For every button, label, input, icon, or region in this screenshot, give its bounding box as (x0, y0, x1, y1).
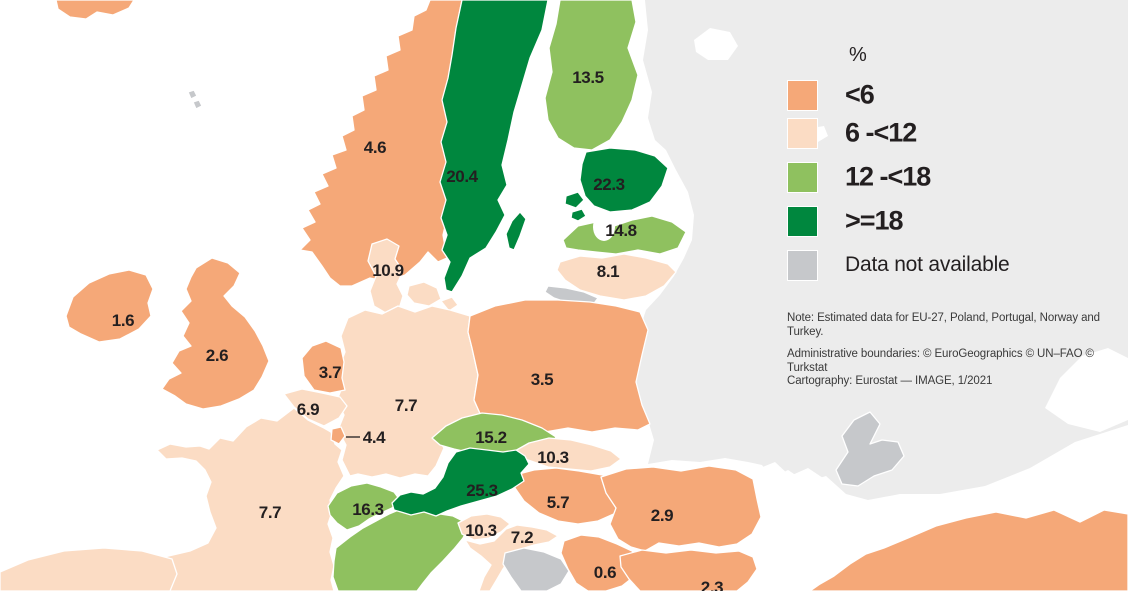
note-line-estimated: Note: Estimated data for EU-27, Poland, … (787, 312, 1100, 338)
value-label-bulgaria: 2.3 (701, 578, 723, 591)
value-label-austria: 25.3 (466, 481, 498, 500)
value-label-netherlands: 3.7 (319, 363, 341, 382)
value-label-latvia: 14.8 (605, 221, 637, 240)
danish-islands (440, 296, 459, 312)
value-label-switzerland: 16.3 (352, 500, 384, 519)
legend-swatch-12to18 (787, 162, 818, 193)
country-netherlands (301, 340, 346, 394)
value-label-slovakia: 10.3 (537, 448, 569, 467)
map-notes: Note: Estimated data for EU-27, Poland, … (787, 312, 1128, 389)
non-eu-landmass (634, 0, 1128, 500)
country-norway (299, 0, 463, 287)
region-crimea (835, 411, 905, 487)
azov-water (1045, 348, 1128, 432)
value-label-croatia: 7.2 (511, 528, 533, 547)
country-luxembourg (330, 426, 346, 445)
country-poland (467, 299, 651, 433)
map-legend: % <6 6 -<12 12 -<18 >=18 Data not availa… (787, 0, 1127, 300)
country-serbia (560, 534, 644, 591)
gulf-of-riga (593, 213, 615, 241)
value-label-norway: 4.6 (364, 138, 386, 157)
country-united-kingdom (161, 257, 270, 410)
value-label-czechia: 15.2 (475, 428, 507, 447)
value-label-romania: 2.9 (651, 506, 673, 525)
country-turkey (809, 509, 1128, 591)
island-saaremaa (564, 191, 585, 209)
island-gotland (505, 211, 527, 251)
value-label-germany: 7.7 (395, 396, 417, 415)
country-finland (544, 0, 639, 151)
country-ireland (65, 269, 154, 343)
legend-label-12to18: 12 -<18 (845, 160, 931, 191)
legend-swatch-6to12 (787, 118, 818, 149)
legend-swatch-gte18 (787, 206, 818, 237)
danish-islands (406, 281, 442, 307)
value-label-sweden: 20.4 (446, 167, 478, 186)
faroe-islands (187, 89, 198, 100)
value-label-slovenia: 10.3 (465, 521, 497, 540)
country-spain (0, 547, 178, 591)
country-denmark (367, 238, 404, 314)
value-label-hungary: 5.7 (547, 493, 569, 512)
country-belgium (283, 388, 348, 427)
country-sweden (439, 0, 549, 293)
country-switzerland (327, 482, 401, 531)
value-label-luxembourg: 4.4 (363, 428, 386, 447)
country-bosnia (502, 547, 570, 591)
country-romania (600, 465, 762, 552)
country-lithuania (556, 253, 677, 301)
lake-ladoga (694, 28, 738, 60)
legend-label-lt6: <6 (845, 78, 875, 109)
legend-unit-label: % (849, 44, 867, 66)
value-label-finland: 13.5 (572, 68, 604, 87)
legend-swatch-lt6 (787, 80, 818, 111)
country-iceland (55, 0, 135, 20)
note-line-boundaries: Administrative boundaries: © EuroGeograp… (787, 348, 1094, 388)
value-label-serbia: 0.6 (594, 563, 616, 582)
legend-swatch-na (787, 250, 818, 281)
faroe-islands (192, 99, 203, 110)
country-bulgaria (619, 549, 758, 591)
legend-label-na: Data not available (845, 252, 1010, 276)
country-slovenia (457, 513, 511, 541)
legend-label-gte18: >=18 (845, 204, 904, 235)
value-label-lithuania: 8.1 (597, 262, 619, 281)
country-austria (391, 447, 530, 517)
value-labels: 4.6 20.4 13.5 22.3 14.8 8.1 10.9 1.6 2.6… (112, 68, 724, 591)
country-slovakia (512, 437, 622, 472)
value-label-france: 7.7 (259, 503, 281, 522)
value-label-uk: 2.6 (206, 346, 228, 365)
black-sea (748, 430, 1128, 591)
value-label-ireland: 1.6 (112, 311, 134, 330)
value-label-estonia: 22.3 (593, 175, 625, 194)
country-estonia (579, 147, 669, 213)
value-label-poland: 3.5 (531, 370, 553, 389)
value-label-denmark: 10.9 (372, 261, 404, 280)
legend-label-6to12: 6 -<12 (845, 116, 917, 147)
island-hiiumaa (570, 208, 587, 222)
value-label-belgium: 6.9 (297, 400, 319, 419)
